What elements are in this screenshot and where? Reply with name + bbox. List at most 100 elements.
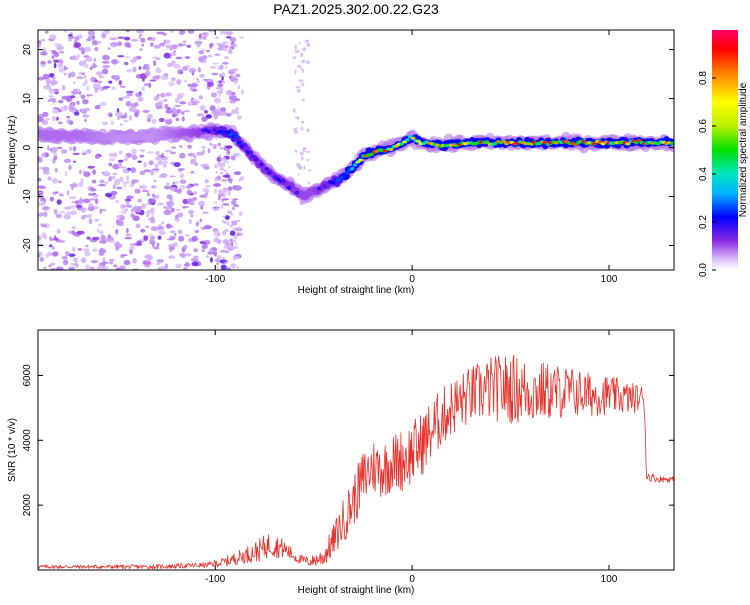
- noise-speck: [166, 223, 171, 229]
- noise-speck: [170, 53, 175, 56]
- noise-speck: [219, 147, 223, 150]
- noise-speck: [69, 120, 74, 126]
- noise-speck: [118, 150, 123, 155]
- noise-speck: [139, 185, 143, 189]
- noise-speck: [207, 54, 213, 58]
- ridge-core: [317, 186, 322, 191]
- noise-speck: [209, 257, 213, 263]
- noise-speck: [73, 88, 81, 91]
- noise-speck: [142, 109, 150, 113]
- noise-speck: [205, 114, 212, 119]
- noise-speck: [53, 208, 58, 215]
- noise-speck: [102, 266, 109, 270]
- noise-speck: [179, 179, 187, 184]
- noise-speck: [301, 120, 305, 124]
- noise-speck: [228, 75, 232, 79]
- noise-speck: [151, 36, 156, 42]
- noise-speck: [91, 236, 100, 241]
- noise-speck: [50, 262, 56, 266]
- x-tick-label: -100: [205, 274, 225, 285]
- noise-speck: [108, 113, 113, 118]
- noise-speck: [216, 175, 222, 181]
- noise-speck: [128, 115, 132, 121]
- noise-speck: [165, 44, 172, 49]
- noise-speck: [135, 223, 141, 229]
- noise-speck: [90, 260, 99, 264]
- noise-speck: [157, 202, 165, 206]
- noise-speck: [72, 81, 76, 85]
- noise-speck: [220, 110, 227, 116]
- noise-speck: [227, 186, 233, 191]
- noise-speck: [95, 47, 98, 51]
- ridge-core: [234, 134, 239, 138]
- noise-speck: [39, 202, 46, 206]
- noise-speck: [108, 258, 115, 262]
- noise-speck: [124, 236, 132, 240]
- noise-speck: [222, 249, 225, 253]
- noise-speck: [179, 152, 186, 159]
- snr-frame: [37, 329, 675, 571]
- noise-speck: [140, 228, 146, 233]
- noise-speck: [235, 107, 239, 112]
- noise-speck: [164, 119, 173, 125]
- noise-speck: [154, 163, 159, 169]
- noise-speck: [204, 225, 213, 230]
- noise-speck: [79, 169, 82, 175]
- noise-speck: [201, 32, 207, 36]
- noise-speck: [221, 71, 226, 78]
- noise-speck: [71, 225, 77, 230]
- chart-title: PAZ1.2025.302.00.22.G23: [273, 1, 439, 17]
- noise-speck: [141, 190, 150, 192]
- noise-speck: [196, 78, 199, 80]
- ridge-core: [272, 175, 278, 179]
- noise-speck: [186, 44, 192, 48]
- noise-speck: [99, 248, 107, 255]
- noise-speck: [130, 179, 136, 185]
- noise-speck: [301, 156, 304, 161]
- noise-speck: [191, 261, 199, 267]
- noise-speck: [307, 181, 311, 185]
- noise-speck: [78, 90, 82, 95]
- noise-speck: [94, 105, 101, 110]
- noise-speck: [139, 48, 143, 51]
- noise-speck: [184, 80, 187, 83]
- noise-speck: [222, 174, 231, 178]
- noise-speck: [123, 36, 131, 41]
- noise-speck: [175, 180, 179, 185]
- noise-speck: [88, 218, 93, 225]
- noise-speck: [231, 206, 236, 211]
- noise-speck: [134, 188, 139, 194]
- noise-speck: [58, 62, 63, 68]
- noise-speck: [226, 161, 229, 164]
- noise-speck: [43, 198, 47, 204]
- noise-speck: [157, 266, 162, 270]
- noise-speck: [229, 238, 234, 243]
- noise-speck: [78, 60, 85, 66]
- noise-speck: [179, 101, 187, 105]
- noise-speck: [59, 210, 66, 214]
- noise-speck: [51, 77, 56, 80]
- noise-speck: [49, 34, 57, 40]
- noise-speck: [81, 151, 86, 154]
- noise-speck: [169, 30, 175, 33]
- noise-speck: [196, 41, 201, 48]
- ridge-peak: [415, 140, 421, 143]
- noise-speck: [165, 201, 173, 206]
- noise-speck: [71, 230, 75, 234]
- noise-speck: [210, 92, 218, 98]
- noise-speck: [156, 31, 165, 35]
- noise-speck: [201, 244, 208, 249]
- noise-speck: [144, 264, 151, 268]
- noise-speck: [82, 99, 89, 105]
- x-tick-label: 0: [409, 274, 415, 285]
- noise-speck: [85, 244, 89, 248]
- snr-ticks: -100 0 100 2000 4000 6000: [22, 330, 674, 585]
- y-tick-label: 0: [22, 144, 33, 150]
- noise-speck: [229, 230, 236, 236]
- noise-speck: [294, 149, 298, 153]
- noise-speck: [139, 149, 146, 152]
- x-tick-label: -100: [205, 574, 225, 585]
- noise-speck: [218, 93, 221, 97]
- noise-speck: [118, 97, 124, 101]
- noise-speck: [143, 169, 151, 173]
